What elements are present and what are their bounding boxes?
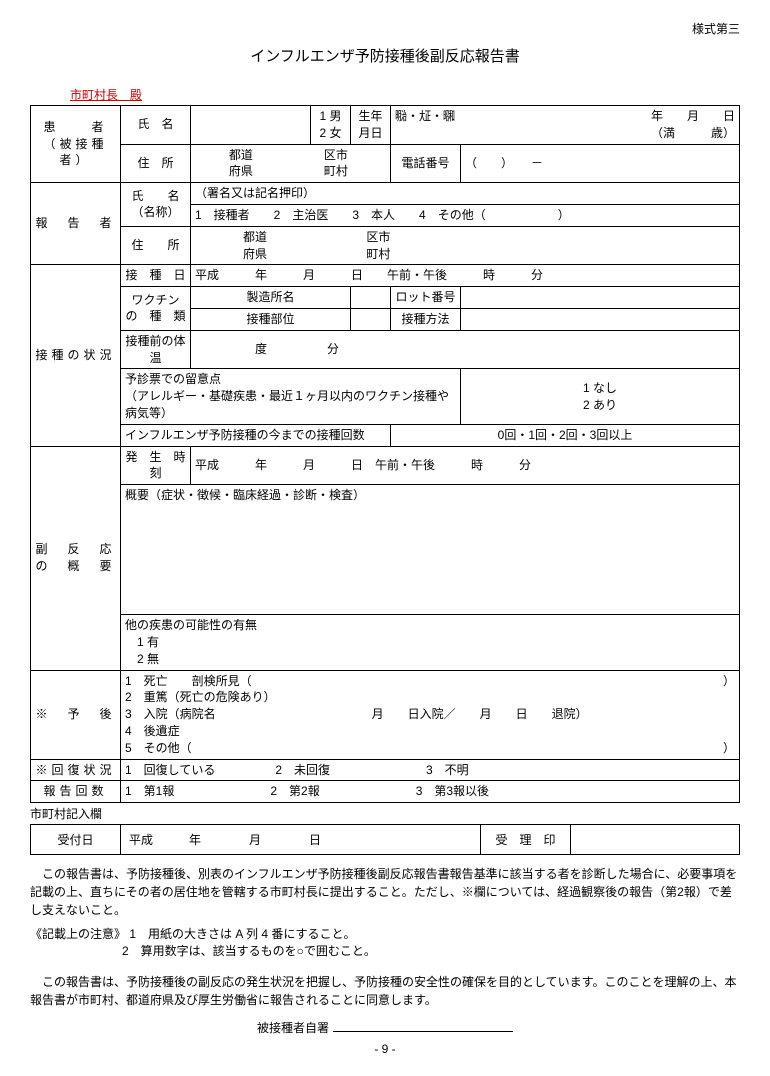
temp-label: 接種前の体温 bbox=[121, 330, 191, 369]
reaction-row-label: 副 反 応 の 概 要 bbox=[31, 446, 121, 670]
patient-row-label: 患 者 （被接種者） bbox=[31, 106, 121, 183]
patient-sex: 1 男 2 女 bbox=[311, 106, 351, 145]
count-opt: 0回・1回・2回・3回以上 bbox=[391, 424, 740, 446]
maker-field[interactable] bbox=[351, 287, 391, 309]
count-label: インフルエンザ予防接種の今までの接種回数 bbox=[121, 424, 391, 446]
signature-label: 被接種者自署 bbox=[257, 1021, 329, 1035]
note-p1: この報告書は、予防接種後、別表のインフルエンザ予防接種後副反応報告書報告基準に該… bbox=[30, 865, 740, 919]
method-field[interactable] bbox=[461, 308, 740, 330]
part-field[interactable] bbox=[351, 308, 391, 330]
summary-label: 概要（症状・徴候・臨床経過・診断・検査） bbox=[125, 487, 735, 504]
receipt-table: 受付日 平成 年 月 日 受 理 印 bbox=[30, 824, 740, 855]
patient-addr-label: 住 所 bbox=[121, 144, 191, 183]
part-label: 接種部位 bbox=[191, 308, 351, 330]
prog-opt3: 3 入院（病院名 月 日入院／ 月 日 退院） bbox=[125, 706, 735, 723]
reporter-addr-field[interactable]: 都道 府県 区市 町村 bbox=[191, 226, 740, 265]
precheck-opt: 1 なし 2 あり bbox=[461, 369, 740, 424]
prog-opt1-end: ） bbox=[723, 673, 735, 690]
other-disease: 他の疾患の可能性の有無 1 有 2 無 bbox=[121, 615, 740, 670]
lot-field[interactable] bbox=[461, 287, 740, 309]
reporter-stamp: （署名又は記名押印） bbox=[191, 183, 740, 205]
report-count-label: 報告回数 bbox=[31, 781, 121, 803]
prognosis-label: ※ 予 後 bbox=[31, 670, 121, 759]
page-number: - 9 - bbox=[30, 1042, 740, 1056]
receipt-date-field[interactable]: 平成 年 月 日 bbox=[121, 825, 481, 855]
reporter-name-label: 氏 名 （名称） bbox=[121, 183, 191, 227]
reporter-row-label: 報 告 者 bbox=[31, 183, 121, 265]
receipt-seal-label: 受 理 印 bbox=[481, 825, 571, 855]
reporter-kinds: 1 接種者 2 主治医 3 本人 4 その他（ ） bbox=[191, 204, 740, 226]
prog-opt1: 1 死亡 剖検所見（ bbox=[125, 673, 252, 690]
other-disease-label: 他の疾患の可能性の有無 bbox=[125, 617, 735, 634]
birth-field[interactable]: ㍾・㍽・㍼ 年 月 日 （満 歳） bbox=[391, 106, 740, 145]
reporter-pref: 都道 府県 bbox=[195, 229, 315, 263]
vac-date-field[interactable]: 平成 年 月 日 午前・午後 時 分 bbox=[191, 265, 740, 287]
tel-label: 電話番号 bbox=[391, 144, 461, 183]
vac-name-label: ワクチン の 種 類 bbox=[121, 287, 191, 331]
birth-ymd: 年 月 日 bbox=[651, 108, 735, 125]
receipt-date-label: 受付日 bbox=[31, 825, 121, 855]
prog-opt5-end: ） bbox=[723, 740, 735, 757]
recovery-label: ※回復状況 bbox=[31, 759, 121, 781]
patient-name-field[interactable] bbox=[191, 106, 311, 145]
vac-date-label: 接 種 日 bbox=[121, 265, 191, 287]
note-n1: 1 用紙の大きさは A 列 4 番にすること。 bbox=[129, 927, 355, 941]
lot-label: ロット番号 bbox=[391, 287, 461, 309]
precheck-label: 予診票での留意点 （アレルギー・基礎疾患・最近１ヶ月以内のワクチン接種や病気等） bbox=[121, 369, 461, 424]
onset-label: 発 生 時 刻 bbox=[121, 446, 191, 485]
birth-label: 生年 月日 bbox=[351, 106, 391, 145]
addressee: 市町村長 殿 bbox=[70, 86, 740, 103]
receipt-seal-field[interactable] bbox=[571, 825, 740, 855]
report-form-table: 患 者 （被接種者） 氏 名 1 男 2 女 生年 月日 ㍾・㍽・㍼ 年 月 日… bbox=[30, 105, 740, 803]
patient-name-label: 氏 名 bbox=[121, 106, 191, 145]
temp-val: 度 分 bbox=[255, 342, 339, 356]
patient-addr-field[interactable]: 都道 府県 区市 町村 bbox=[191, 144, 391, 183]
note-n2: 2 算用数字は、該当するものを○で囲むこと。 bbox=[122, 942, 740, 959]
reporter-addr-label: 住 所 bbox=[121, 226, 191, 265]
patient-pref: 都道 府県 bbox=[195, 147, 287, 181]
onset-field[interactable]: 平成 年 月 日 午前・午後 時 分 bbox=[191, 446, 740, 485]
prognosis-field: 1 死亡 剖検所見（ ） 2 重篤（死亡の危険あり） 3 入院（病院名 月 日入院… bbox=[121, 670, 740, 759]
document-title: インフルエンザ予防接種後副反応報告書 bbox=[30, 45, 740, 66]
recovery-opts: 1 回復している 2 未回復 3 不明 bbox=[121, 759, 740, 781]
method-label: 接種方法 bbox=[391, 308, 461, 330]
prog-opt5: 5 その他（ bbox=[125, 740, 192, 757]
temp-field[interactable]: 度 分 bbox=[191, 330, 740, 369]
vaccination-row-label: 接種の状況 bbox=[31, 265, 121, 446]
patient-city: 区市 町村 bbox=[290, 147, 382, 181]
prog-opt4: 4 後遺症 bbox=[125, 723, 735, 740]
municipal-label: 市町村記入欄 bbox=[30, 805, 740, 822]
reporter-city: 区市 町村 bbox=[318, 229, 438, 263]
report-count-opts: 1 第1報 2 第2報 3 第3報以後 bbox=[121, 781, 740, 803]
notes-heading: 《記載上の注意》 bbox=[30, 927, 126, 941]
signature-line[interactable] bbox=[333, 1031, 513, 1032]
birth-era: ㍾・㍽・㍼ bbox=[395, 108, 455, 125]
maker-label: 製造所名 bbox=[191, 287, 351, 309]
form-number: 様式第三 bbox=[30, 20, 740, 37]
note-p2: この報告書は、予防接種後の副反応の発生状況を把握し、予防接種の安全性の確保を目的… bbox=[30, 973, 740, 1009]
birth-age: （満 歳） bbox=[395, 125, 735, 142]
tel-field[interactable]: （ ） － bbox=[461, 144, 740, 183]
other-disease-opt: 1 有 2 無 bbox=[125, 634, 735, 668]
summary-field[interactable]: 概要（症状・徴候・臨床経過・診断・検査） bbox=[121, 485, 740, 615]
prog-opt2: 2 重篤（死亡の危険あり） bbox=[125, 689, 735, 706]
